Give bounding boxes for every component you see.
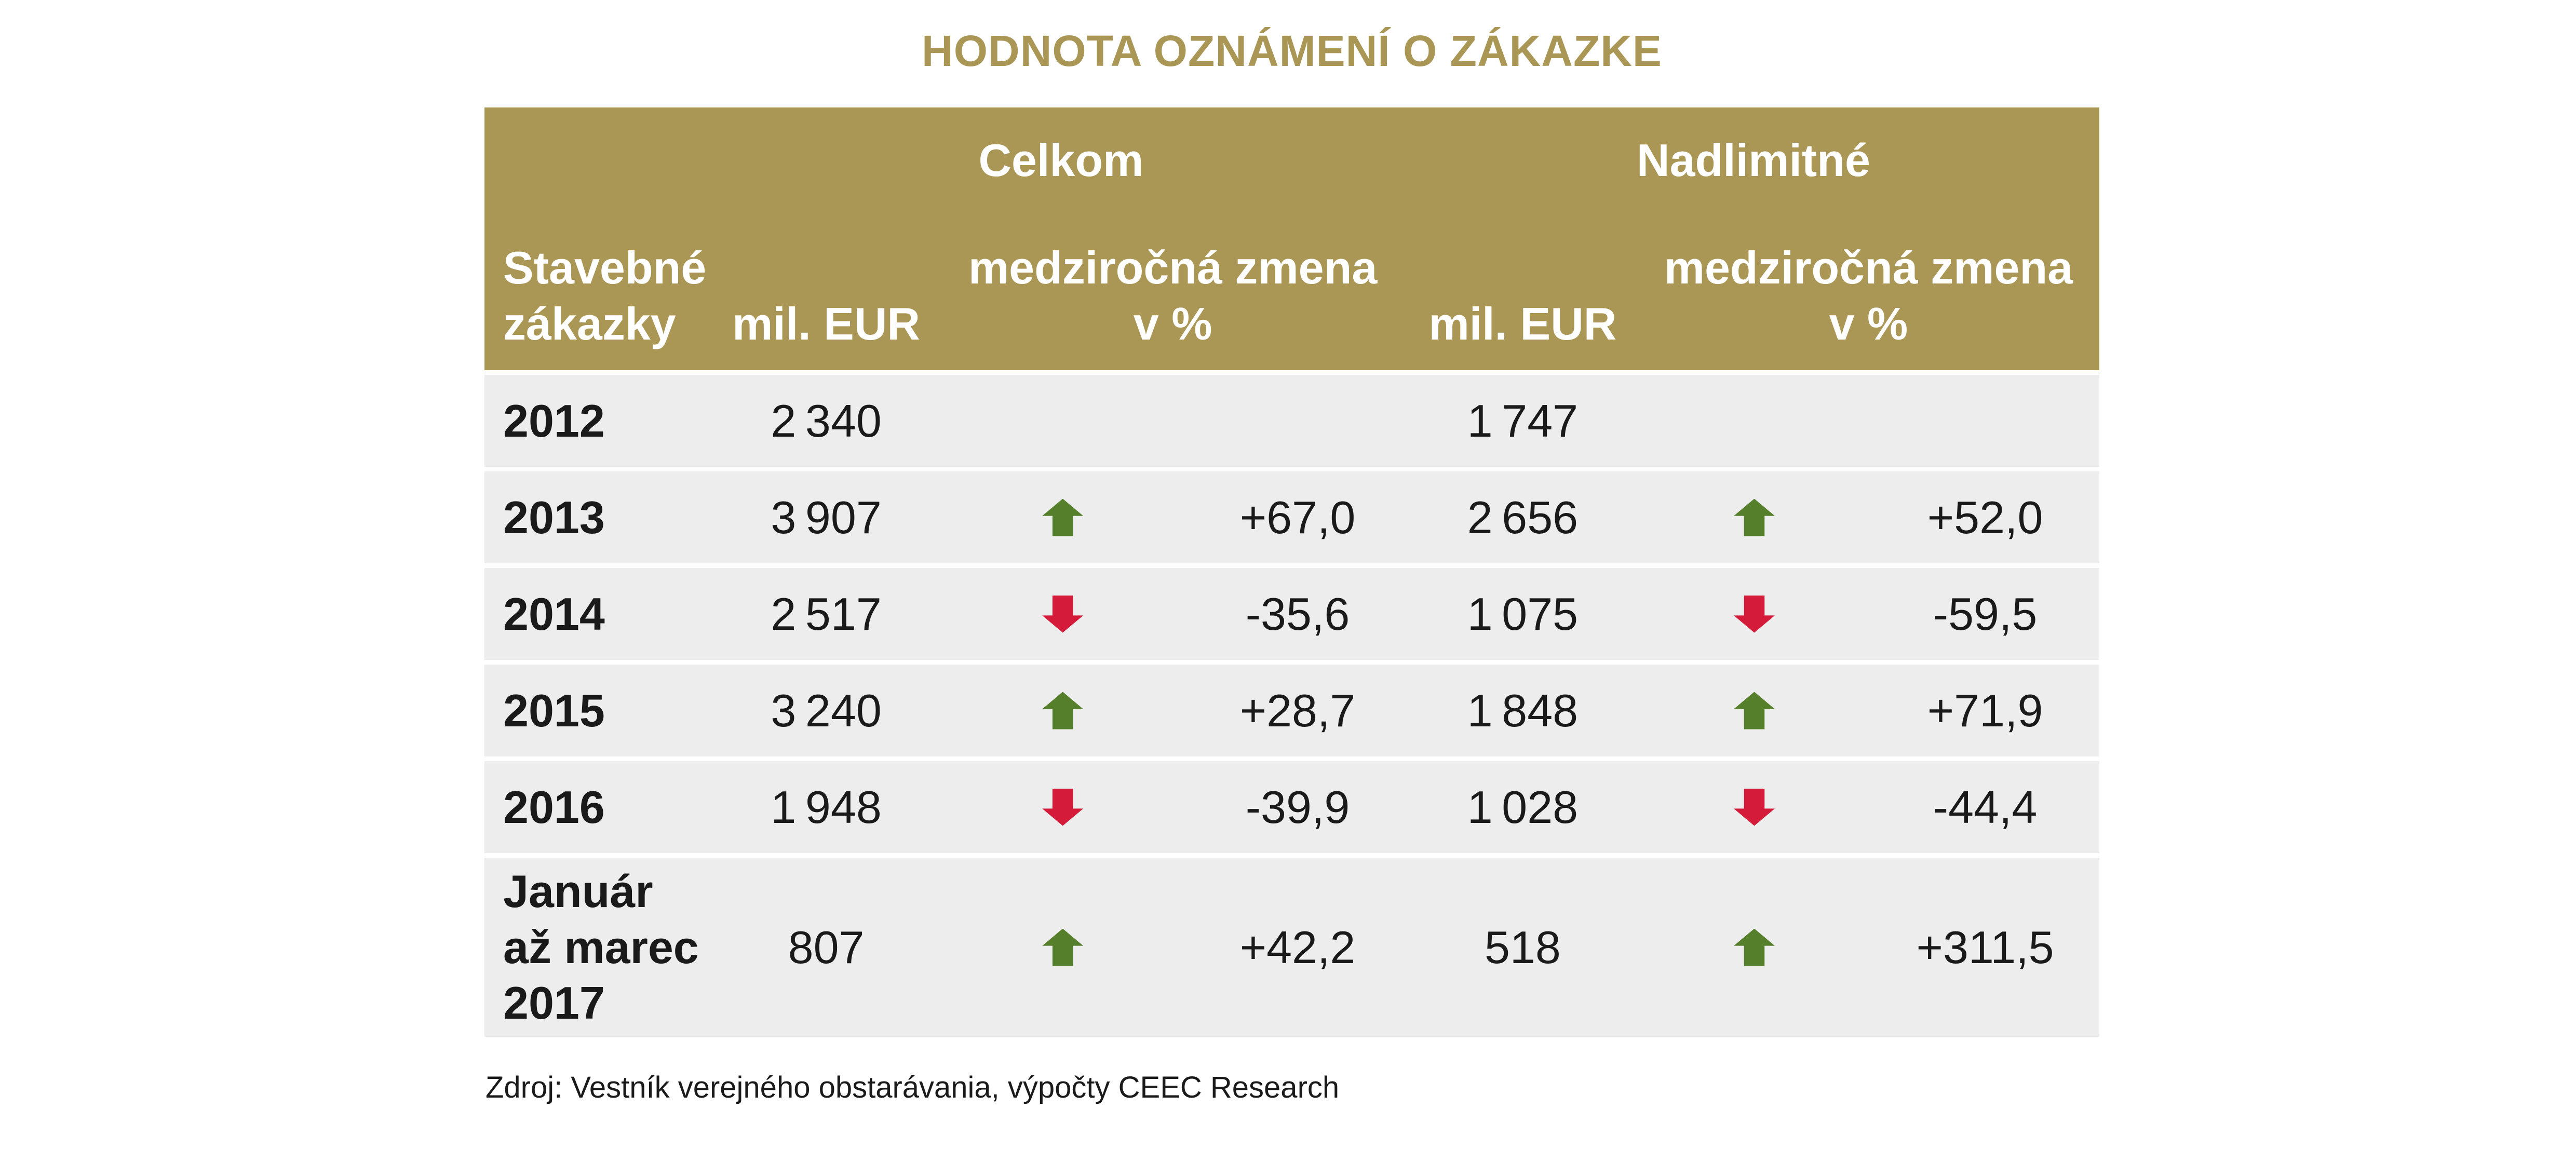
trend-arrow-icon	[1734, 595, 1775, 633]
row-label: 2013	[503, 491, 605, 543]
table-row: 2016 1 948 -39,9 1 028 -44,4	[484, 761, 2099, 853]
trend-arrow-icon	[1042, 595, 1084, 633]
celkom-trend-cell	[938, 928, 1188, 966]
nadlimitne-change-value: +311,5	[1916, 921, 2054, 973]
celkom-mil-eur-value: 2 517	[771, 588, 882, 640]
table-row: 2015 3 240 +28,7 1 848 +71,9	[484, 665, 2099, 756]
trend-arrow-icon	[1734, 692, 1775, 729]
column-header-row-label: Stavebné zákazky	[503, 242, 707, 349]
nadlimitne-mil-eur-value: 2 656	[1467, 491, 1579, 543]
celkom-mil-eur-value: 3 240	[771, 684, 882, 736]
trend-arrow-icon	[1042, 928, 1084, 966]
column-header-change-celkom: medziročná zmena v %	[968, 242, 1378, 349]
source-note: Zdroj: Vestník verejného obstarávania, v…	[485, 1071, 1340, 1104]
nadlimitne-trend-cell	[1638, 928, 1871, 966]
nadlimitne-mil-eur-value: 1 848	[1467, 684, 1579, 736]
nadlimitne-change-value: -59,5	[1933, 588, 2038, 640]
table-row: 2014 2 517 -35,6 1 075 -59,5	[484, 568, 2099, 660]
celkom-mil-eur-value: 3 907	[771, 491, 882, 543]
table-row: 2013 3 907 +67,0 2 656 +52,0	[484, 471, 2099, 563]
nadlimitne-mil-eur-value: 1 028	[1467, 781, 1579, 833]
row-label: 2012	[503, 395, 605, 447]
celkom-change-value: +42,2	[1239, 921, 1356, 973]
trend-arrow-icon	[1734, 788, 1775, 826]
nadlimitne-mil-eur-value: 1 075	[1467, 588, 1579, 640]
celkom-change-value: -35,6	[1245, 588, 1350, 640]
group-header-celkom: Celkom	[978, 134, 1144, 186]
celkom-trend-cell	[938, 692, 1188, 729]
nadlimitne-mil-eur-value: 518	[1484, 921, 1561, 973]
trend-arrow-icon	[1042, 498, 1084, 536]
page: HODNOTA OZNÁMENÍ O ZÁKAZKE Celkom Nadlim…	[484, 0, 2099, 1105]
column-header-change-nadlimitne: medziročná zmena v %	[1664, 242, 2073, 349]
nadlimitne-trend-cell	[1638, 788, 1871, 826]
celkom-trend-cell	[938, 595, 1188, 633]
nadlimitne-trend-cell	[1638, 595, 1871, 633]
row-label: Január až marec 2017	[503, 866, 699, 1029]
row-label: 2015	[503, 684, 605, 736]
celkom-trend-cell	[938, 788, 1188, 826]
nadlimitne-change-value: +71,9	[1927, 684, 2043, 736]
celkom-change-value: +28,7	[1239, 684, 1356, 736]
table-row: 2012 2 340 1 747	[484, 375, 2099, 467]
nadlimitne-mil-eur-value: 1 747	[1467, 395, 1579, 447]
celkom-change-value: +67,0	[1239, 491, 1356, 543]
trend-arrow-icon	[1042, 692, 1084, 729]
nadlimitne-trend-cell	[1638, 692, 1871, 729]
group-header-spacer	[484, 136, 714, 186]
group-header-nadlimitne: Nadlimitné	[1637, 134, 1870, 186]
nadlimitne-change-value: +52,0	[1927, 491, 2043, 543]
trend-arrow-icon	[1734, 928, 1775, 966]
celkom-change-value: -39,9	[1245, 781, 1350, 833]
data-table: Celkom Nadlimitné Stavebné zákazky mil. …	[484, 107, 2099, 1037]
celkom-mil-eur-value: 807	[788, 921, 865, 973]
nadlimitne-change-value: -44,4	[1933, 781, 2038, 833]
row-label: 2014	[503, 588, 605, 640]
column-header-mil-eur-nadlimitne: mil. EUR	[1428, 298, 1617, 349]
table-row: Január až marec 2017 807 +42,2 518 +311,…	[484, 858, 2099, 1037]
group-header-row: Celkom Nadlimitné	[484, 134, 2099, 186]
row-label: 2016	[503, 781, 605, 833]
column-header-row: Stavebné zákazky mil. EUR medziročná zme…	[484, 240, 2099, 370]
nadlimitne-trend-cell	[1638, 498, 1871, 536]
column-header-mil-eur-celkom: mil. EUR	[732, 298, 920, 349]
celkom-mil-eur-value: 2 340	[771, 395, 882, 447]
celkom-trend-cell	[938, 498, 1188, 536]
trend-arrow-icon	[1734, 498, 1775, 536]
chart-title: HODNOTA OZNÁMENÍ O ZÁKAZKE	[922, 26, 1662, 75]
table-header: Celkom Nadlimitné Stavebné zákazky mil. …	[484, 107, 2099, 370]
trend-arrow-icon	[1042, 788, 1084, 826]
celkom-mil-eur-value: 1 948	[771, 781, 882, 833]
